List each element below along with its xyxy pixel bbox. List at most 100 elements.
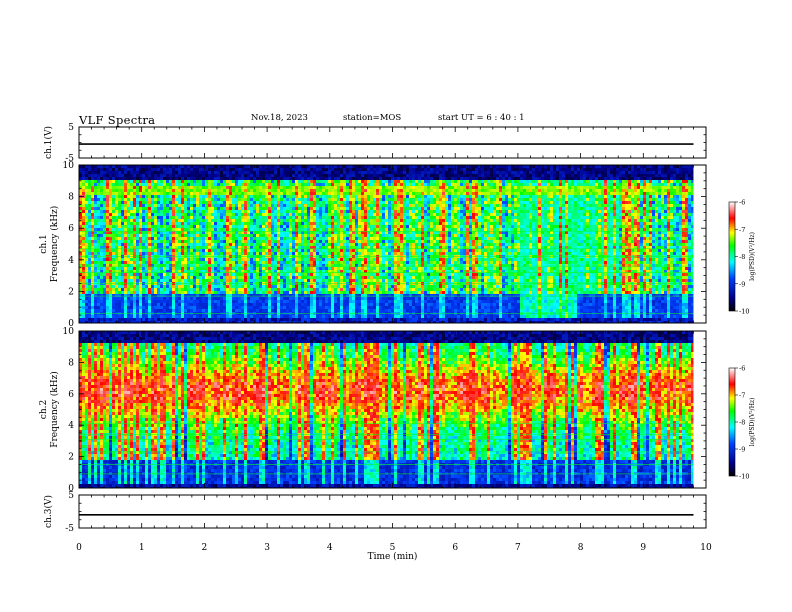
spectrogram-cell (316, 171, 320, 175)
spectrogram-cell (124, 309, 128, 313)
spectrogram-cell (325, 237, 329, 241)
spectrogram-cell (319, 291, 323, 295)
spectrogram-cell (181, 168, 185, 172)
spectrogram-cell (274, 228, 278, 232)
spectrogram-cell (355, 192, 359, 196)
spectrogram-cell (271, 216, 275, 220)
spectrogram-cell (151, 222, 155, 226)
spectrogram-cell (163, 240, 167, 244)
spectrogram-cell (196, 240, 200, 244)
spectrogram-cell (178, 288, 182, 292)
spectrogram-cell (181, 273, 185, 277)
spectrogram-cell (211, 279, 215, 283)
spectrogram-cell (292, 171, 296, 175)
spectrogram-cell (337, 258, 341, 262)
spectrogram-cell (85, 231, 89, 235)
spectrogram-cell (205, 207, 209, 211)
spectrogram-cell (142, 222, 146, 226)
spectrogram-cell (145, 192, 149, 196)
spectrogram-cell (217, 321, 221, 323)
spectrogram-cell (322, 321, 326, 323)
spectrogram-cell (316, 213, 320, 217)
spectrogram-cell (148, 219, 152, 223)
spectrogram-cell (268, 258, 272, 262)
spectrogram-cell (280, 261, 284, 265)
spectrogram-cell (307, 315, 311, 319)
spectrogram-cell (283, 168, 287, 172)
spectrogram-cell (256, 261, 260, 265)
spectrogram-cell (262, 291, 266, 295)
spectrogram-cell (334, 168, 338, 172)
spectrogram-cell (136, 225, 140, 229)
spectrogram-cell (280, 321, 284, 323)
spectrogram-cell (181, 177, 185, 181)
spectrogram-cell (124, 213, 128, 217)
spectrogram-cell (277, 258, 281, 262)
spectrogram-cell (250, 297, 254, 301)
spectrogram-cell (202, 198, 206, 202)
spectrogram-cell (190, 285, 194, 289)
spectrogram-cell (358, 231, 362, 235)
spectrogram-cell (262, 264, 266, 268)
spectrogram-cell (277, 243, 281, 247)
spectrogram-cell (91, 261, 95, 265)
spectrogram-cell (244, 303, 248, 307)
spectrogram-cell (340, 279, 344, 283)
spectrogram-cell (178, 309, 182, 313)
spectrogram-cell (325, 246, 329, 250)
spectrogram-cell (124, 258, 128, 262)
spectrogram-cell (265, 279, 269, 283)
spectrogram-cell (97, 315, 101, 319)
spectrogram-cell (268, 219, 272, 223)
spectrogram-cell (127, 291, 131, 295)
spectrogram-cell (250, 321, 254, 323)
spectrogram-cell (322, 222, 326, 226)
spectrogram-cell (247, 234, 251, 238)
spectrogram-cell (211, 315, 215, 319)
spectrogram-cell (217, 222, 221, 226)
spectrogram-cell (307, 195, 311, 199)
spectrogram-cell (88, 261, 92, 265)
spectrogram-cell (277, 321, 281, 323)
spectrogram-cell (166, 198, 170, 202)
spectrogram-cell (166, 300, 170, 304)
spectrogram-cell (97, 279, 101, 283)
spectrogram-cell (85, 204, 89, 208)
spectrogram-cell (265, 264, 269, 268)
spectrogram-cell (274, 279, 278, 283)
spectrogram-cell (247, 243, 251, 247)
spectrogram-cell (118, 297, 122, 301)
spectrogram-cell (232, 243, 236, 247)
spectrogram-cell (190, 180, 194, 184)
spectrogram-cell (220, 237, 224, 241)
spectrogram-cell (268, 189, 272, 193)
spectrogram-cell (88, 297, 92, 301)
spectrogram-cell (322, 279, 326, 283)
spectrogram-cell (283, 207, 287, 211)
spectrogram-cell (280, 294, 284, 298)
spectrogram-cell (169, 309, 173, 313)
spectrogram-cell (274, 243, 278, 247)
spectrogram-cell (97, 267, 101, 271)
spectrogram-cell (133, 270, 137, 274)
spectrogram-cell (244, 231, 248, 235)
spectrogram-cell (142, 270, 146, 274)
spectrogram-cell (325, 318, 329, 322)
spectrogram-cell (268, 204, 272, 208)
spectrogram-cell (223, 234, 227, 238)
spectrogram-cell (265, 318, 269, 322)
spectrogram-cell (346, 297, 350, 301)
spectrogram-cell (121, 318, 125, 322)
spectrogram-cell (301, 294, 305, 298)
spectrogram-cell (280, 186, 284, 190)
spectrogram-cell (307, 270, 311, 274)
spectrogram-cell (82, 207, 86, 211)
spectrogram-cell (214, 285, 218, 289)
spectrogram-cell (163, 291, 167, 295)
spectrogram-cell (157, 315, 161, 319)
spectrogram-cell (196, 261, 200, 265)
spectrogram-cell (202, 210, 206, 214)
spectrogram-cell (316, 297, 320, 301)
spectrogram-cell (196, 315, 200, 319)
spectrogram-cell (325, 300, 329, 304)
